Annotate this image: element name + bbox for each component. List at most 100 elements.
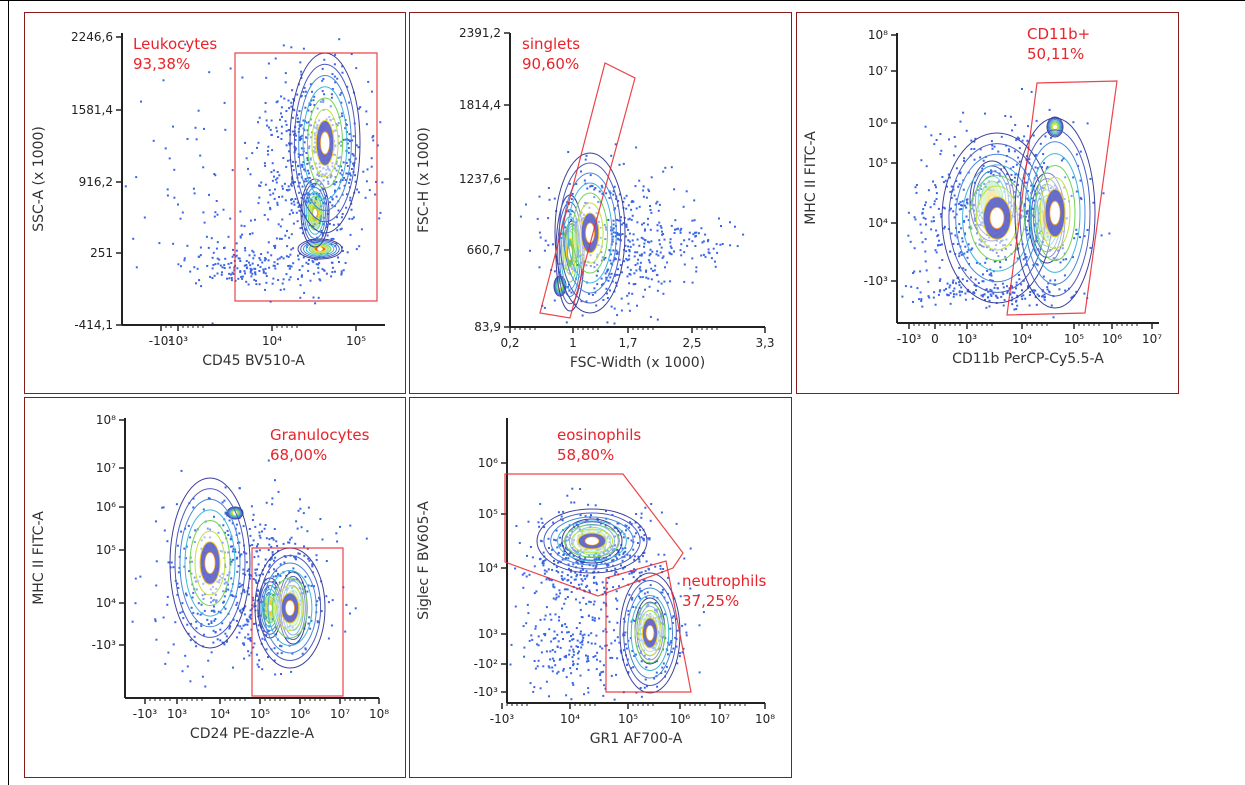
event-dot xyxy=(616,636,619,639)
event-dot xyxy=(580,583,583,586)
event-dot xyxy=(571,192,574,195)
event-dot xyxy=(264,183,267,186)
event-dot xyxy=(1043,293,1046,296)
event-dot xyxy=(280,138,283,140)
contour-ring xyxy=(174,488,246,638)
event-dot xyxy=(212,264,215,266)
event-dot xyxy=(275,582,277,585)
event-dot xyxy=(568,552,571,555)
event-dot xyxy=(264,602,267,605)
event-dot xyxy=(290,209,293,212)
event-dot xyxy=(967,219,970,222)
event-dot xyxy=(989,248,992,251)
event-dot xyxy=(315,192,318,195)
event-dot xyxy=(305,261,308,264)
event-dot xyxy=(638,580,641,583)
event-dot xyxy=(595,583,598,586)
event-dot xyxy=(336,540,339,543)
event-dot xyxy=(958,252,961,255)
event-dot xyxy=(350,208,353,211)
event-dot xyxy=(559,592,562,595)
event-dot xyxy=(326,223,329,226)
event-dot xyxy=(694,235,697,238)
event-dot xyxy=(610,544,613,547)
event-dot xyxy=(980,240,983,243)
event-dot xyxy=(313,141,316,144)
event-dot xyxy=(572,650,575,653)
event-dot xyxy=(975,261,978,264)
event-dot xyxy=(306,162,309,165)
event-dot xyxy=(163,529,166,532)
event-dot xyxy=(606,268,609,271)
event-dot xyxy=(300,196,303,199)
event-dot xyxy=(576,573,579,576)
event-dot xyxy=(307,557,310,560)
event-dot xyxy=(196,267,199,270)
event-dot xyxy=(307,169,310,172)
event-dot xyxy=(266,150,269,152)
event-dot xyxy=(691,257,694,260)
y-tick-label: 2391,2 xyxy=(459,26,501,40)
event-dot xyxy=(316,124,319,127)
event-dot xyxy=(349,612,351,615)
event-dot xyxy=(648,538,651,541)
x-tick-label: 10⁵ xyxy=(1064,332,1084,346)
y-tick-label: -10² xyxy=(474,657,499,671)
event-dot xyxy=(209,536,212,539)
contour-ring xyxy=(627,587,673,679)
event-dot xyxy=(301,165,304,168)
event-dot xyxy=(257,563,260,566)
event-dot xyxy=(650,503,653,505)
event-dot xyxy=(972,209,975,212)
event-dot xyxy=(282,257,285,260)
event-dot xyxy=(528,639,531,642)
event-dot xyxy=(292,160,294,163)
event-dot xyxy=(575,523,578,526)
event-dot xyxy=(239,235,242,238)
event-dot xyxy=(124,185,127,188)
event-dot xyxy=(1048,108,1051,111)
event-dot xyxy=(557,511,560,514)
event-dot xyxy=(939,153,942,156)
event-dot xyxy=(548,578,551,581)
event-dot xyxy=(656,685,659,688)
event-dot xyxy=(323,93,326,96)
event-dot xyxy=(922,216,925,219)
event-dot xyxy=(634,251,637,254)
event-dot xyxy=(288,264,291,267)
event-dot xyxy=(981,295,984,298)
event-dot xyxy=(1000,240,1003,242)
event-dot xyxy=(660,591,663,594)
x-tick-label: 10⁶ xyxy=(290,707,310,721)
event-dot xyxy=(628,250,631,253)
event-dot xyxy=(210,601,212,604)
event-dot xyxy=(999,241,1002,244)
event-dot xyxy=(193,192,196,195)
event-dot xyxy=(257,665,260,668)
event-dot xyxy=(319,518,322,520)
event-dot xyxy=(1083,235,1086,238)
event-dot xyxy=(675,522,678,525)
event-dot xyxy=(240,553,243,556)
event-dot xyxy=(682,647,685,650)
event-dot xyxy=(299,296,302,299)
event-dot xyxy=(654,565,657,568)
event-dot xyxy=(653,269,656,272)
event-dot xyxy=(297,206,300,208)
event-dot xyxy=(227,588,230,591)
event-dot xyxy=(267,459,270,462)
event-dot xyxy=(207,659,210,662)
event-dot xyxy=(988,236,991,239)
event-dot xyxy=(300,227,303,229)
event-dot xyxy=(228,272,231,275)
event-dot xyxy=(1004,244,1006,246)
event-dot xyxy=(608,537,611,540)
event-dot xyxy=(309,181,312,184)
event-dot xyxy=(267,218,270,221)
event-dot xyxy=(299,138,301,141)
event-dot xyxy=(313,149,316,152)
event-dot xyxy=(958,231,960,234)
event-dot xyxy=(186,665,189,668)
event-dot xyxy=(960,253,963,256)
event-dot xyxy=(330,96,333,99)
